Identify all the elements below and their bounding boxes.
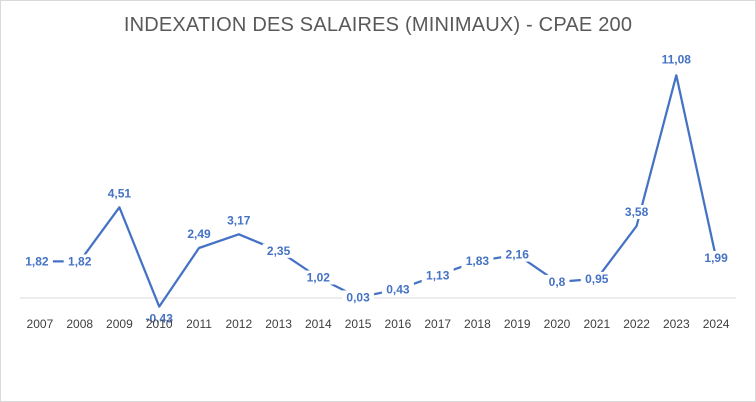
x-tick-label: 2023 — [663, 317, 690, 331]
x-tick-label: 2018 — [464, 317, 491, 331]
data-label: 1,83 — [466, 254, 490, 268]
x-tick-label: 2014 — [305, 317, 332, 331]
data-label-bg — [20, 254, 53, 269]
x-tick-label: 2011 — [186, 317, 212, 331]
x-tick-label: 2017 — [424, 317, 451, 331]
data-label: 1,82 — [25, 254, 49, 268]
data-label-bg — [103, 186, 136, 201]
data-label-bg — [620, 205, 653, 219]
x-tick-label: 2009 — [106, 317, 133, 331]
data-label: 4,51 — [108, 186, 132, 200]
data-label: 3,17 — [227, 213, 251, 227]
data-label: 2,16 — [506, 248, 530, 262]
data-label: 0,8 — [549, 275, 566, 289]
data-label: 2,35 — [267, 244, 291, 258]
data-label-bg — [381, 282, 414, 297]
data-label-bg — [222, 213, 255, 228]
data-label-bg — [700, 251, 733, 265]
x-tick-label: 2016 — [385, 317, 412, 331]
data-label-bg — [262, 243, 295, 258]
data-label: 1,82 — [68, 254, 92, 268]
data-label: 1,99 — [704, 251, 728, 265]
x-tick-label: 2010 — [146, 317, 173, 331]
data-label-bg — [302, 270, 335, 285]
x-tick-label: 2019 — [504, 317, 531, 331]
x-tick-label: 2012 — [225, 317, 252, 331]
x-tick-label: 2007 — [27, 317, 54, 331]
data-label-bg — [342, 290, 375, 305]
x-tick-label: 2022 — [623, 317, 650, 331]
data-label-bg — [656, 52, 696, 67]
data-label: -0,43 — [146, 312, 174, 326]
data-label: 0,43 — [386, 282, 410, 296]
x-tick-label: 2015 — [345, 317, 372, 331]
x-tick-label: 2008 — [66, 317, 93, 331]
data-label-bg — [183, 227, 215, 241]
data-label: 0,03 — [346, 290, 370, 304]
data-label: 1,02 — [307, 271, 331, 285]
data-label-bg — [501, 247, 534, 262]
data-label: 11,08 — [662, 52, 692, 66]
data-label-bg — [580, 271, 613, 286]
x-tick-label: 2024 — [703, 317, 730, 331]
data-label-bg — [421, 268, 454, 283]
data-label-bg — [544, 274, 570, 289]
x-tick-label: 2020 — [544, 317, 571, 331]
data-label: 0,95 — [585, 272, 609, 286]
data-label: 3,58 — [625, 205, 649, 219]
data-label-bg — [63, 254, 96, 269]
x-tick-label: 2021 — [583, 317, 610, 331]
series-line — [39, 74, 718, 308]
chart-title: INDEXATION DES SALAIRES (MINIMAUX) - CPA… — [123, 14, 633, 36]
data-label-bg — [139, 311, 179, 326]
data-label: 2,49 — [187, 227, 211, 241]
data-label-bg — [461, 254, 494, 269]
data-label: 1,13 — [426, 268, 450, 282]
x-tick-label: 2013 — [265, 317, 292, 331]
